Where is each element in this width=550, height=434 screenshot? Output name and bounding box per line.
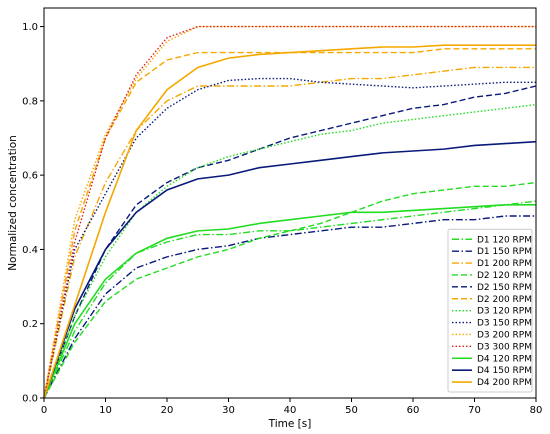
- series-line-10: [43, 204, 536, 399]
- x-tick-label: 60: [407, 405, 420, 416]
- x-axis-label: Time [s]: [268, 418, 312, 430]
- legend-label-0: D1 120 RPM: [477, 235, 532, 245]
- legend-box: [447, 228, 533, 393]
- legend-label-6: D3 120 RPM: [477, 307, 532, 317]
- x-tick-label: 0: [41, 405, 47, 416]
- series-line-0: [43, 200, 537, 399]
- series-line-12: [43, 44, 536, 399]
- x-tick-label: 20: [161, 405, 174, 416]
- legend-label-3: D2 120 RPM: [477, 271, 532, 281]
- legend-label-5: D2 200 RPM: [477, 295, 532, 305]
- plot-area: [43, 7, 537, 399]
- x-tick-label: 30: [222, 405, 235, 416]
- y-tick-label: 0.6: [22, 171, 38, 182]
- legend-label-11: D4 150 RPM: [477, 366, 532, 376]
- y-tick-label: 0.2: [22, 319, 38, 330]
- legend: D1 120 RPM D1 150 RPM D1 200 RPM D2 120 RPM…: [447, 228, 533, 393]
- y-axis-label: Normalized concentration: [7, 135, 19, 271]
- series-line-5: [43, 48, 536, 399]
- series-line-4: [43, 85, 537, 399]
- legend-label-7: D3 150 RPM: [477, 319, 532, 329]
- x-axis-ticks: 0 10 20 30 40 50 60 70 80: [41, 398, 543, 416]
- legend-label-2: D1 200 RPM: [477, 259, 532, 269]
- series-line-3: [43, 181, 537, 399]
- series-layer: [43, 25, 537, 399]
- x-tick-label: 40: [284, 405, 297, 416]
- x-tick-label: 50: [345, 405, 358, 416]
- legend-label-9: D3 300 RPM: [477, 342, 532, 352]
- x-tick-label: 70: [468, 405, 481, 416]
- legend-label-12: D4 200 RPM: [477, 378, 532, 388]
- legend-label-10: D4 120 RPM: [477, 354, 532, 364]
- series-line-11: [43, 140, 537, 399]
- legend-label-1: D1 150 RPM: [477, 247, 532, 257]
- legend-label-4: D2 150 RPM: [477, 283, 532, 293]
- legend-label-8: D3 200 RPM: [477, 330, 532, 340]
- y-axis-ticks: 0.0 0.2 0.4 0.6 0.8 1.0: [22, 22, 44, 405]
- series-line-6: [43, 103, 537, 399]
- y-tick-label: 0.0: [22, 394, 38, 405]
- x-tick-label: 10: [99, 405, 112, 416]
- x-tick-label: 80: [530, 405, 543, 416]
- y-tick-label: 0.8: [22, 96, 38, 107]
- y-tick-label: 1.0: [22, 22, 38, 33]
- y-tick-label: 0.4: [22, 245, 38, 256]
